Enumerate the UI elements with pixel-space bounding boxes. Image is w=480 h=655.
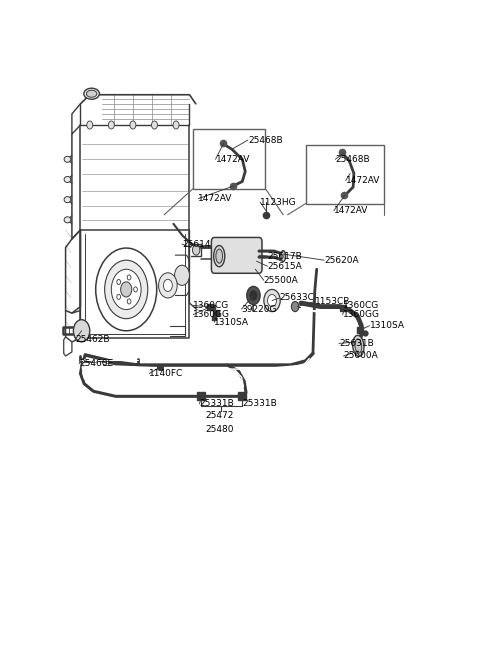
Text: 39220G: 39220G [241, 305, 277, 314]
Text: 25331B: 25331B [200, 400, 234, 409]
Ellipse shape [355, 339, 362, 353]
Ellipse shape [353, 335, 364, 356]
Text: 1472AV: 1472AV [334, 206, 368, 215]
Text: 25631B: 25631B [339, 339, 374, 348]
Circle shape [117, 280, 120, 284]
Circle shape [192, 245, 200, 255]
Text: 1123HG: 1123HG [260, 198, 297, 207]
Circle shape [175, 265, 190, 286]
Text: 1153CB: 1153CB [315, 297, 350, 306]
Circle shape [250, 290, 257, 301]
Text: 25633C: 25633C [279, 293, 314, 303]
Circle shape [87, 121, 93, 129]
Text: 25620A: 25620A [324, 255, 359, 265]
Circle shape [73, 320, 90, 342]
Ellipse shape [86, 90, 97, 97]
Bar [305, 145, 384, 204]
Ellipse shape [64, 157, 71, 162]
Text: 25462B: 25462B [75, 335, 109, 345]
Text: 1360GG: 1360GG [343, 310, 380, 319]
Circle shape [264, 290, 280, 312]
Text: 25468B: 25468B [248, 136, 283, 145]
Text: 25617B: 25617B [267, 252, 302, 261]
Ellipse shape [64, 196, 71, 202]
Text: 1360CG: 1360CG [343, 301, 379, 310]
Circle shape [133, 287, 137, 292]
Circle shape [130, 121, 136, 129]
Circle shape [247, 286, 260, 305]
Circle shape [108, 121, 114, 129]
Circle shape [120, 282, 132, 297]
Circle shape [291, 301, 299, 312]
Text: 1310SA: 1310SA [215, 318, 250, 327]
Ellipse shape [84, 88, 99, 100]
Text: 1472AV: 1472AV [346, 176, 380, 185]
Bar [193, 129, 265, 189]
Circle shape [163, 279, 172, 291]
Text: 25472: 25472 [205, 411, 233, 420]
Circle shape [127, 299, 131, 304]
Text: 25600A: 25600A [344, 352, 378, 360]
Circle shape [173, 121, 179, 129]
Circle shape [111, 269, 141, 310]
Circle shape [105, 260, 148, 319]
Circle shape [127, 275, 131, 280]
Text: 1140FC: 1140FC [149, 369, 183, 378]
Ellipse shape [281, 251, 286, 262]
Text: 25331B: 25331B [242, 400, 277, 409]
Circle shape [117, 294, 120, 299]
Text: 1310SA: 1310SA [370, 321, 405, 330]
Text: 25614: 25614 [182, 240, 211, 248]
Text: 25468B: 25468B [335, 155, 370, 164]
Circle shape [152, 121, 157, 129]
Text: 25460E: 25460E [79, 359, 113, 368]
Text: 25615A: 25615A [267, 262, 302, 271]
Ellipse shape [214, 246, 225, 267]
Text: 1472AV: 1472AV [216, 155, 250, 164]
Ellipse shape [64, 217, 71, 223]
Circle shape [96, 248, 156, 331]
Text: 25480: 25480 [205, 424, 233, 434]
Text: 1360GG: 1360GG [193, 310, 230, 319]
FancyBboxPatch shape [211, 238, 262, 273]
Circle shape [158, 272, 177, 298]
Ellipse shape [216, 249, 223, 263]
Circle shape [267, 295, 276, 307]
Text: 1472AV: 1472AV [198, 194, 233, 203]
Ellipse shape [64, 176, 71, 183]
Text: 1360CG: 1360CG [193, 301, 229, 310]
Text: 25500A: 25500A [264, 276, 299, 285]
